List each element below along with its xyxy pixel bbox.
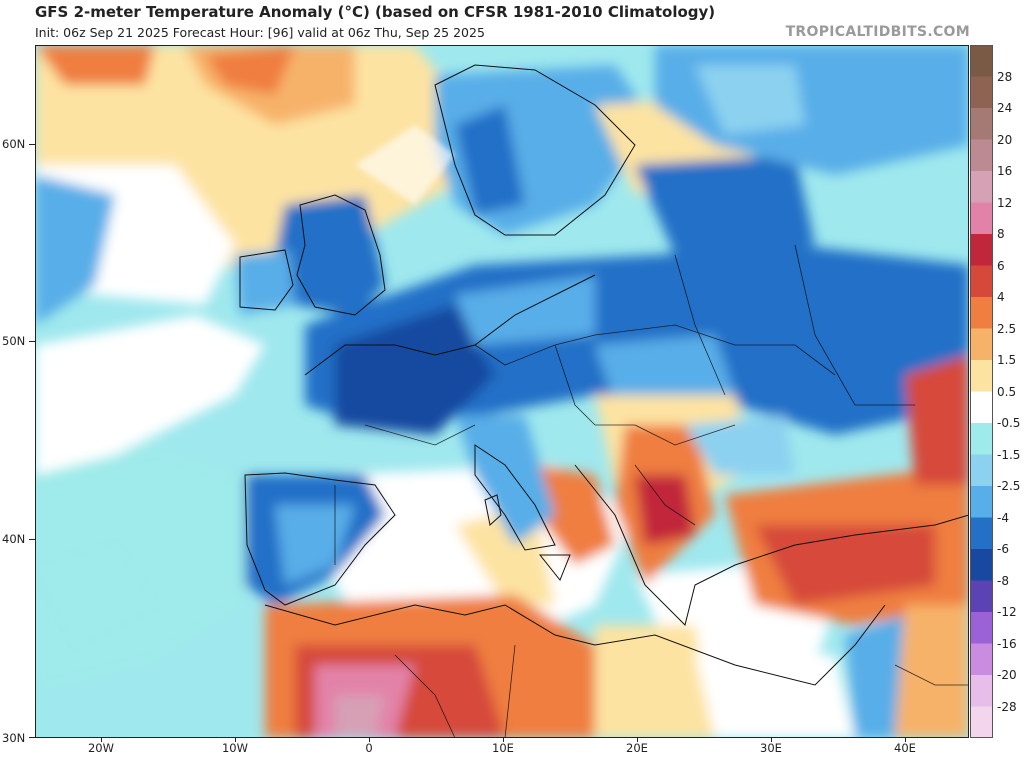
lon-label-20e: 20E — [626, 741, 648, 755]
lon-label-10w: 10W — [221, 741, 249, 755]
colorbar-swatch — [970, 675, 993, 707]
lon-label-30e: 30E — [760, 741, 782, 755]
lon-tick — [637, 738, 638, 742]
lon-tick — [101, 738, 102, 742]
lon-tick — [503, 738, 504, 742]
colorbar-label: 20 — [997, 132, 1013, 147]
lat-tick — [29, 341, 35, 342]
lon-tick — [369, 738, 370, 742]
colorbar-label: -4 — [997, 510, 1009, 525]
colorbar-swatch — [970, 202, 993, 235]
colorbar-swatch — [970, 517, 993, 550]
lon-label-40e: 40E — [894, 741, 916, 755]
colorbar-label: 1.5 — [997, 353, 1017, 367]
lat-label-40n: 40N — [2, 532, 26, 546]
colorbar-swatch — [970, 423, 993, 455]
lon-tick — [235, 738, 236, 742]
colorbar-label: 4 — [997, 290, 1005, 304]
coastlines — [239, 64, 969, 686]
colorbar-label: 24 — [997, 101, 1013, 115]
colorbar-swatch — [970, 234, 993, 266]
colorbar-label: -28 — [997, 699, 1017, 714]
colorbar-swatch — [970, 265, 993, 298]
colorbar-label: -8 — [997, 573, 1009, 588]
lon-label-10e: 10E — [492, 741, 514, 755]
map-title: GFS 2-meter Temperature Anomaly (°C) (ba… — [35, 3, 716, 21]
colorbar-label: 16 — [997, 164, 1013, 178]
colorbar-label: -1.5 — [997, 447, 1021, 462]
lat-tick — [29, 737, 35, 738]
colorbar-label: -16 — [997, 636, 1017, 651]
colorbar-swatch — [970, 454, 993, 487]
colorbar-label: -20 — [997, 668, 1017, 682]
colorbar-swatch — [970, 580, 993, 613]
anomaly-map — [35, 45, 969, 738]
colorbar-label: 6 — [997, 258, 1005, 273]
colorbar-swatch — [970, 486, 993, 518]
colorbar-label: 12 — [997, 195, 1013, 210]
colorbar-swatch — [970, 643, 993, 676]
colorbar-swatch — [970, 76, 993, 109]
colorbar-label: -2.5 — [997, 479, 1021, 493]
colorbar-swatch — [970, 297, 993, 329]
colorbar-swatch — [970, 45, 993, 77]
lon-label-0: 0 — [365, 741, 373, 755]
lat-tick — [29, 539, 35, 540]
lon-tick — [771, 738, 772, 742]
lon-tick — [905, 738, 906, 742]
lon-label-20w: 20W — [87, 741, 115, 755]
colorbar-label: 2.5 — [997, 321, 1017, 336]
lat-label-30n: 30N — [2, 731, 26, 745]
colorbar-label: 8 — [997, 227, 1005, 241]
brand-watermark: TROPICALTIDBITS.COM — [785, 24, 970, 40]
colorbar-swatch — [970, 171, 993, 203]
colorbar-swatch — [970, 328, 993, 361]
borders — [334, 244, 969, 738]
forecast-info: Init: 06z Sep 21 2025 Forecast Hour: [96… — [35, 25, 485, 40]
colorbar-swatch — [970, 108, 993, 140]
colorbar-swatch — [970, 706, 993, 738]
lat-label-50n: 50N — [2, 334, 26, 348]
colorbar-swatch — [970, 549, 993, 581]
colorbar-label: 0.5 — [997, 384, 1017, 399]
colorbar-swatch — [970, 139, 993, 172]
colorbar-label: -6 — [997, 542, 1009, 556]
colorbar-swatch — [970, 391, 993, 424]
lat-label-60n: 60N — [2, 137, 26, 151]
colorbar-label: 28 — [997, 69, 1013, 84]
colorbar — [970, 45, 993, 738]
colorbar-label: -12 — [997, 605, 1017, 619]
lat-tick — [29, 144, 35, 145]
colorbar-label: -0.5 — [997, 416, 1021, 430]
colorbar-swatch — [970, 360, 993, 392]
colorbar-swatch — [970, 612, 993, 644]
